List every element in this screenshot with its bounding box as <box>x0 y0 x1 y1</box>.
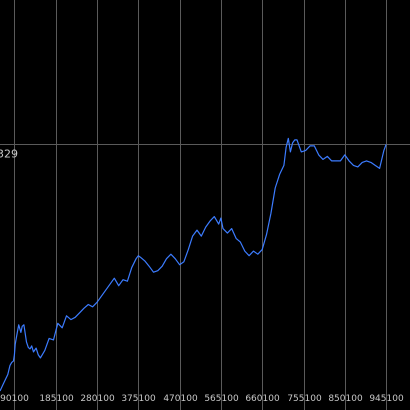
reference-line-label: 329 <box>0 148 18 161</box>
grid-lines <box>14 0 387 410</box>
x-tick-label-5: 470100 <box>163 394 198 404</box>
x-tick-label-2: 185100 <box>39 394 74 404</box>
x-tick-label-1: 90100 <box>0 394 29 404</box>
x-tick-label-9: 850100 <box>328 394 363 404</box>
x-tick-label-10: 945100 <box>369 394 404 404</box>
x-tick-label-6: 565100 <box>204 394 239 404</box>
series-layer <box>0 137 387 392</box>
series-line-1 <box>0 137 387 392</box>
x-tick-label-4: 375100 <box>121 394 156 404</box>
x-tick-labels: 90100 185100 280100 375100 470100 565100 66010… <box>0 394 404 404</box>
x-tick-label-3: 280100 <box>80 394 115 404</box>
x-tick-label-8: 755100 <box>287 394 322 404</box>
reference-line-group: 329 <box>0 144 410 161</box>
x-tick-label-7: 660100 <box>245 394 280 404</box>
